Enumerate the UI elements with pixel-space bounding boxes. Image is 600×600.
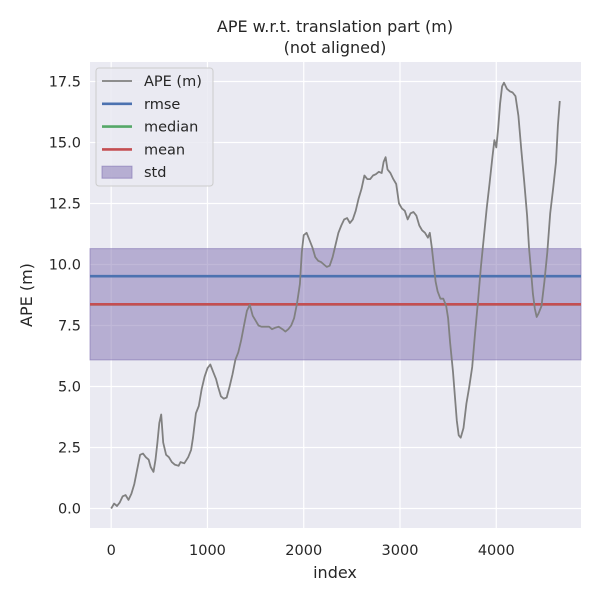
legend-swatch-std xyxy=(101,165,133,179)
y-tick-label: 10.0 xyxy=(49,258,81,274)
legend-label: mean xyxy=(144,142,185,158)
legend: APE (m) rmse median mean std xyxy=(95,67,214,187)
legend-label: median xyxy=(144,120,198,136)
y-tick-label: 15.0 xyxy=(49,136,81,152)
legend-frame xyxy=(95,67,214,187)
ape-series-layer xyxy=(110,81,561,509)
y-tick-label: 0.0 xyxy=(58,501,81,517)
x-tick-label: 4000 xyxy=(478,543,515,559)
x-tick-label: 1000 xyxy=(189,543,226,559)
x-tick-label: 0 xyxy=(107,543,116,559)
y-tick-label: 7.5 xyxy=(58,318,81,334)
legend-label: APE (m) xyxy=(144,74,202,90)
x-tick-label: 2000 xyxy=(285,543,322,559)
y-axis-label: APE (m) xyxy=(17,263,36,327)
y-tick-labels: 0.0 2.5 5.0 7.5 10.0 12.5 15.0 17.5 xyxy=(49,75,81,518)
ape-series-line xyxy=(110,81,561,509)
x-tick-label: 3000 xyxy=(382,543,419,559)
y-tick-label: 17.5 xyxy=(49,75,81,91)
chart-subtitle: (not aligned) xyxy=(284,38,387,57)
x-axis-label: index xyxy=(313,563,357,582)
stat-lines-layer xyxy=(90,274,581,306)
y-tick-label: 2.5 xyxy=(58,440,81,456)
y-tick-label: 5.0 xyxy=(58,379,81,395)
y-tick-label: 12.5 xyxy=(49,197,81,213)
legend-label: std xyxy=(144,165,166,181)
legend-label: rmse xyxy=(144,97,180,113)
chart-title: APE w.r.t. translation part (m) xyxy=(217,17,453,36)
x-tick-labels: 0 1000 2000 3000 4000 xyxy=(107,543,515,559)
